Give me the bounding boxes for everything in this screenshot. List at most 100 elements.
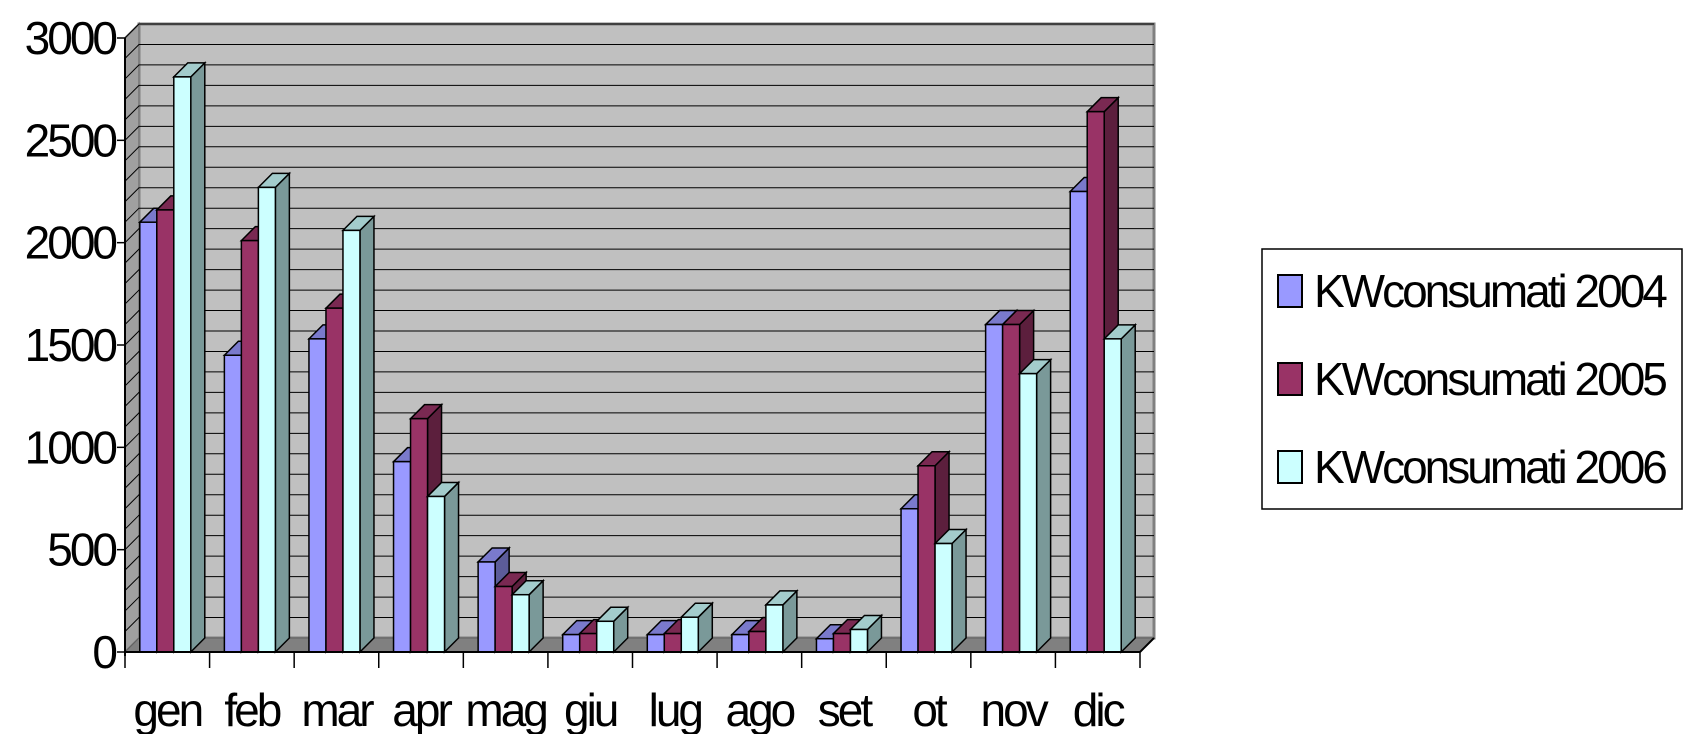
bar-front [257,186,277,653]
bar [256,171,292,654]
gridline [124,453,1154,469]
gridline [124,576,1154,591]
gridline [124,412,1154,428]
gridline [124,105,1154,121]
bar-front [646,633,666,653]
bar-front [680,616,700,653]
gridline [124,350,1154,366]
y-tick-label: 3000 [25,12,117,64]
gridline [124,207,1154,223]
bar-front [934,542,953,653]
bar-front [832,632,852,653]
bar-front [511,593,530,653]
gridline [124,473,1154,489]
bar [933,527,968,654]
bar-front [240,239,260,653]
y-tick-label: 1000 [25,421,117,473]
bar-front [561,633,581,653]
bar-front [900,507,919,653]
gridline [124,23,1154,39]
bar-side [190,61,206,654]
bar [510,578,545,654]
bar-front [173,76,192,653]
bar [594,605,630,654]
bar-front [815,637,835,653]
x-axis: gen feb mar apr mag giu lug ago set ot nov dic [124,637,1155,734]
bar-front [731,633,750,653]
bar-front [392,460,412,653]
legend-swatch [1277,450,1303,484]
x-tick-label: mar [301,684,374,734]
gridline [124,596,1154,612]
x-tick-label: nov [981,684,1049,734]
bar-front [663,632,683,653]
bar-front [748,630,767,653]
bar-front [984,323,1004,653]
gridline [124,248,1154,264]
gridline [124,391,1154,407]
bar-front [917,465,936,653]
bar-front [325,307,344,653]
bar-front [494,585,513,653]
gridline [124,64,1154,80]
gridline [124,310,1154,325]
bar [1017,357,1053,654]
bar [171,61,207,654]
gridline [124,269,1154,284]
bars [137,61,1138,654]
y-tick-label: 0 [92,626,116,678]
bar-front [1069,190,1088,653]
bar-side [1120,323,1136,654]
bar-front [1001,323,1021,653]
bar-front [156,209,175,653]
gridline [124,617,1154,632]
bar-front [223,354,243,653]
gridline [124,166,1154,182]
bar [764,589,799,654]
legend-label: KWconsumati 2005 [1314,353,1666,405]
gridline [124,43,1154,59]
gridline [124,514,1154,530]
bar [679,601,715,654]
bar-front [1086,110,1105,653]
bar-front [765,604,784,653]
bar [341,214,376,654]
gridline [124,555,1154,571]
gridline [124,125,1154,141]
x-tick-label: gen [133,684,201,734]
bar-side [359,214,375,654]
legend-label: KWconsumati 2006 [1314,441,1666,493]
bar-front [578,632,598,653]
gridlines [124,23,1154,632]
gridline [124,289,1154,305]
bar-side [443,480,460,654]
gridline [124,494,1154,510]
y-axis: 0 500 1000 1500 2000 2500 3000 [25,12,126,678]
x-tick-label: dic [1073,684,1125,734]
y-tick-label: 2500 [25,114,117,166]
bar-front [139,221,158,653]
x-tick-label: mag [465,684,546,734]
gridline [124,84,1154,100]
bar [425,480,461,654]
bar-front [1018,372,1038,653]
x-tick-label: giu [564,684,617,734]
bar-front [1103,338,1122,653]
x-tick-label: apr [392,684,452,734]
legend-swatch [1277,362,1303,396]
x-tick-label: lug [649,684,702,734]
gridline [124,535,1154,551]
legend-box [1261,248,1683,510]
bar-front [595,620,615,653]
x-axis-end [1139,637,1155,653]
gridline [124,432,1154,448]
bar-side [951,527,967,654]
bar-front [426,495,446,653]
bar-front [342,229,361,653]
x-tick-label: ago [726,684,795,734]
gridline [124,371,1154,387]
bar-front [849,628,869,653]
y-tick-label: 2000 [25,217,117,269]
bar-front [308,338,327,653]
